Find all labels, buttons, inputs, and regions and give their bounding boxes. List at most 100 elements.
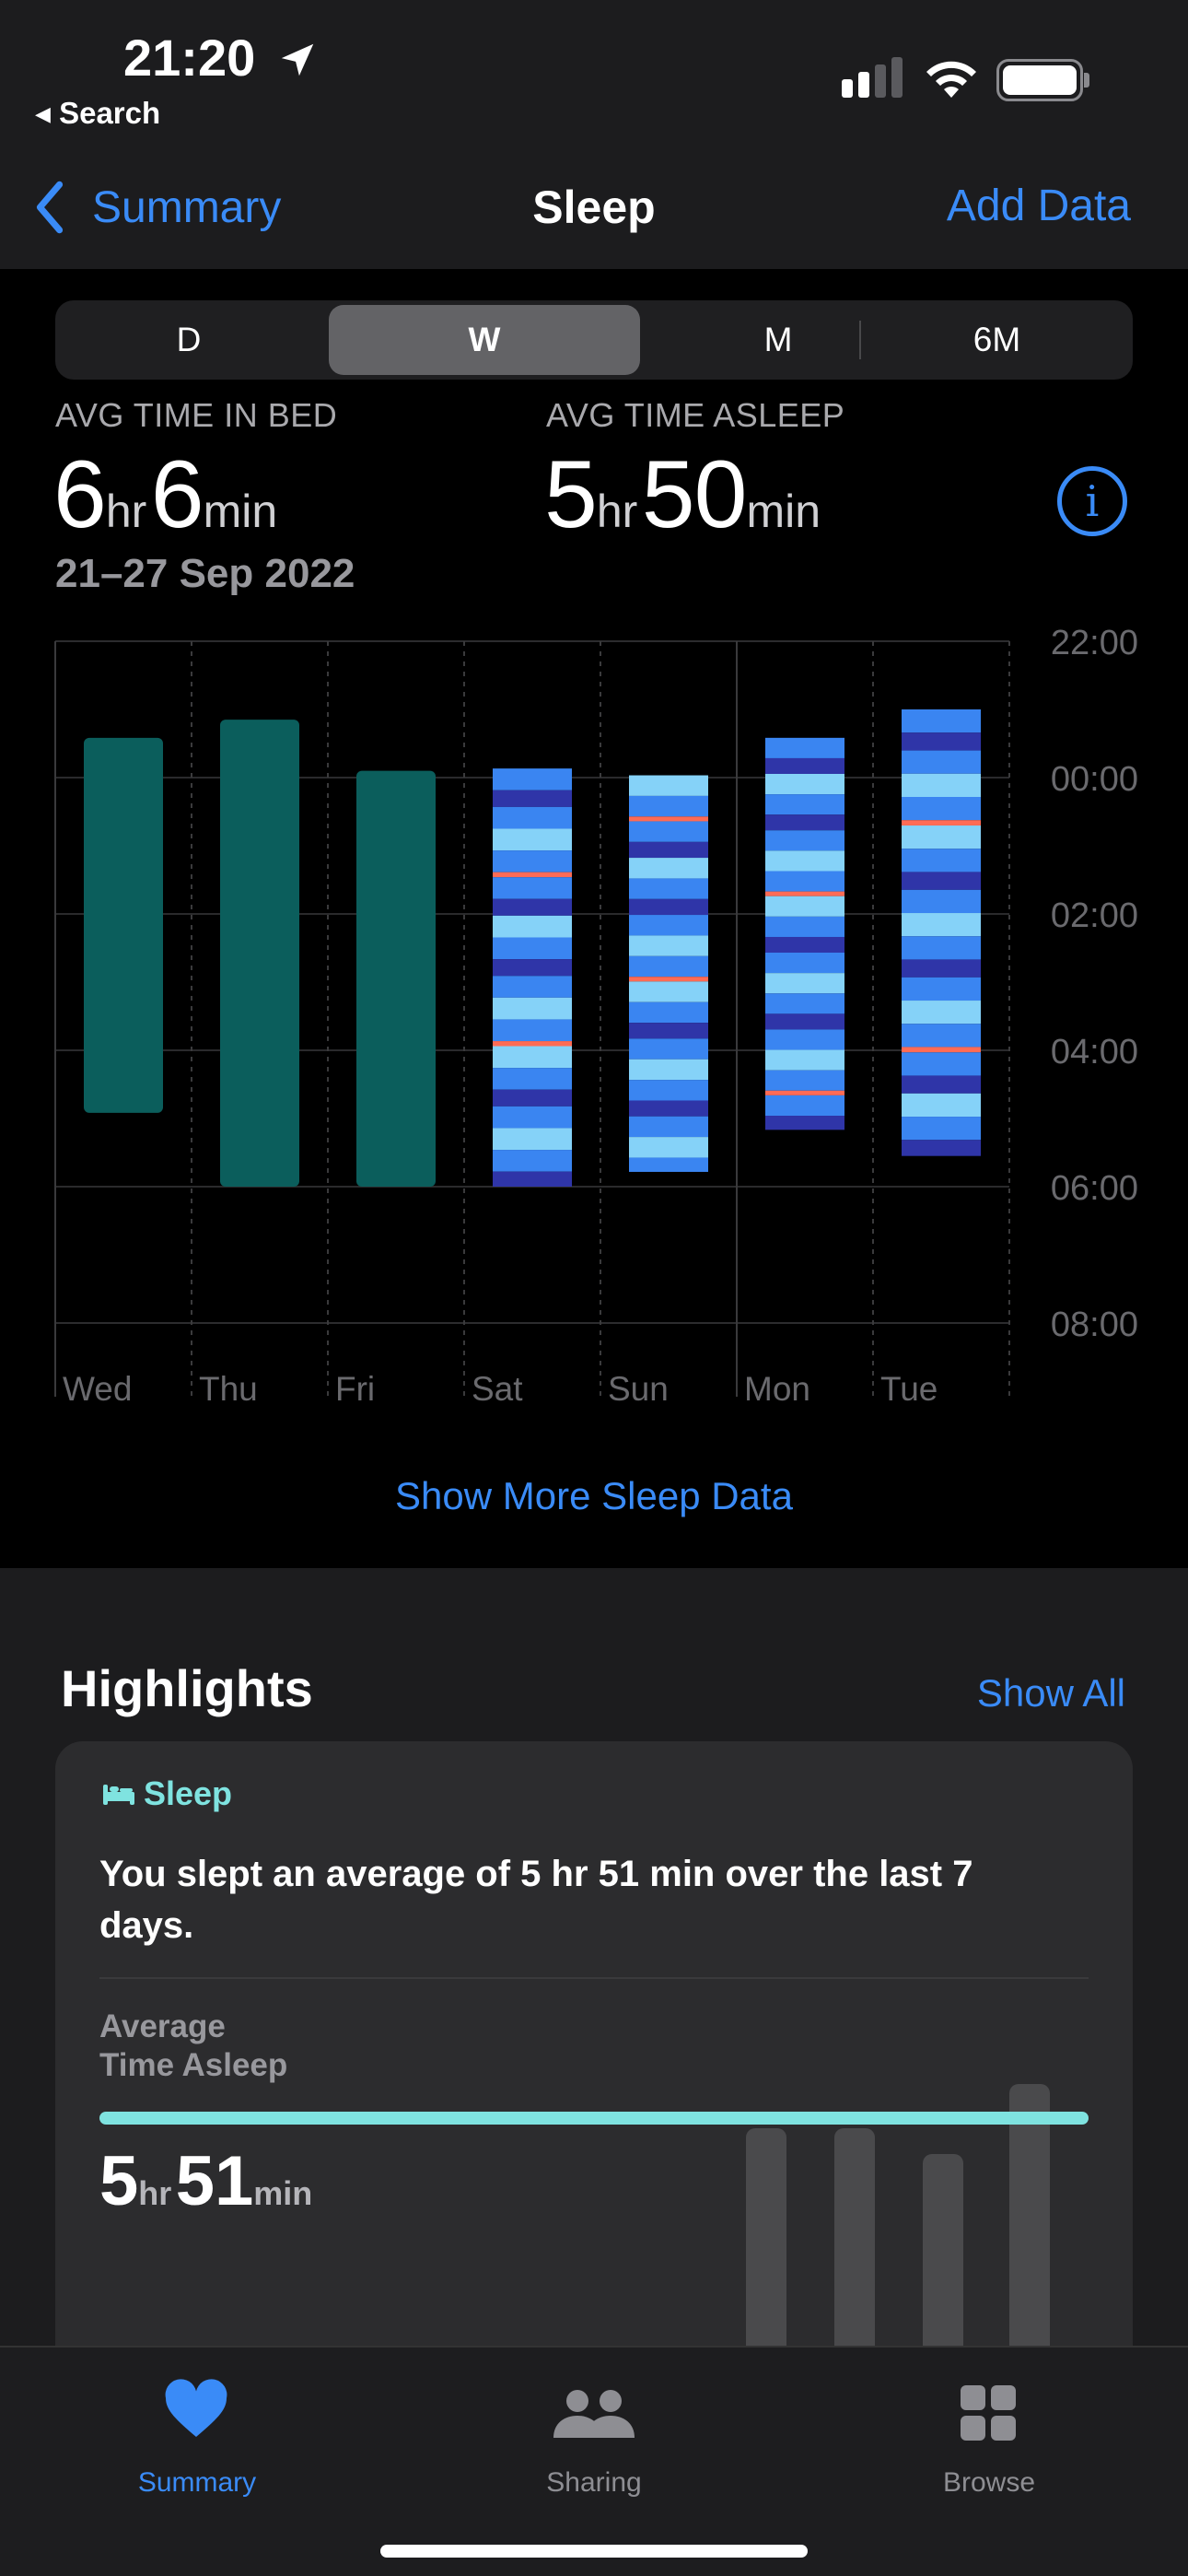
bed-icon bbox=[103, 1785, 134, 1805]
sleep-stage-segment bbox=[902, 1117, 981, 1141]
sleep-stage-segment bbox=[629, 1100, 708, 1117]
sleep-stage-segment bbox=[765, 1049, 844, 1071]
sleep-stage-segment bbox=[493, 872, 572, 878]
y-tick-label: 02:00 bbox=[1051, 896, 1138, 935]
tab-summary[interactable]: Summary bbox=[77, 2366, 317, 2504]
sleep-stage-segment bbox=[902, 797, 981, 821]
page-title: Sleep bbox=[532, 181, 656, 233]
back-to-search[interactable]: ◀ Search bbox=[35, 96, 160, 131]
sleep-stage-segment bbox=[902, 1001, 981, 1025]
x-day-label: Wed bbox=[63, 1370, 132, 1408]
card-metric-label-line1: Average bbox=[99, 2008, 226, 2044]
sleep-stage-segment bbox=[629, 1001, 708, 1024]
sleep-stage-segment bbox=[629, 977, 708, 982]
sleep-stage-segment bbox=[765, 850, 844, 872]
sleep-stage-segment bbox=[493, 915, 572, 938]
avg-time-in-bed-label: AVG TIME IN BED bbox=[55, 396, 338, 434]
sleep-stage-segment bbox=[765, 1116, 844, 1130]
period-segmented-control: D W M 6M bbox=[55, 300, 1133, 380]
sleep-stage-segment bbox=[629, 1080, 708, 1101]
tab-sharing[interactable]: Sharing bbox=[474, 2366, 714, 2504]
segment-month[interactable]: M bbox=[763, 321, 793, 358]
x-day-label: Tue bbox=[880, 1370, 938, 1408]
back-summary-button[interactable]: Summary bbox=[33, 175, 281, 240]
segment-selected-indicator bbox=[329, 305, 640, 375]
sleep-stage-segment bbox=[629, 898, 708, 916]
sleep-stage-segment bbox=[493, 768, 572, 790]
sleep-stage-segment bbox=[902, 709, 981, 733]
card-divider bbox=[99, 1977, 1089, 1979]
sleep-stage-segment bbox=[493, 1068, 572, 1090]
people-icon bbox=[553, 2390, 635, 2438]
sleep-stage-segment bbox=[765, 794, 844, 815]
sleep-stage-segment bbox=[902, 732, 981, 751]
segment-week[interactable]: W bbox=[468, 321, 501, 358]
sleep-stage-segment bbox=[493, 1041, 572, 1047]
sleep-stage-segment bbox=[629, 1137, 708, 1158]
sleep-stage-segment bbox=[902, 820, 981, 826]
sleep-stage-bar bbox=[902, 709, 981, 1156]
back-summary-label: Summary bbox=[92, 182, 282, 232]
sleep-stage-segment bbox=[629, 795, 708, 817]
tab-browse[interactable]: Browse bbox=[869, 2366, 1109, 2504]
sleep-stage-segment bbox=[902, 750, 981, 774]
sleep-chart-section bbox=[0, 269, 1188, 1568]
sleep-stage-segment bbox=[493, 898, 572, 916]
show-all-button[interactable]: Show All bbox=[976, 1671, 1125, 1715]
in-bed-bar bbox=[84, 737, 163, 1113]
sleep-stage-segment bbox=[629, 1059, 708, 1081]
avg-time-asleep-value: 5hr 50min bbox=[544, 441, 821, 548]
sleep-stage-segment bbox=[902, 849, 981, 872]
sleep-stage-segment bbox=[629, 981, 708, 1002]
sleep-stage-segment bbox=[493, 937, 572, 960]
sleep-stage-segment bbox=[629, 935, 708, 956]
sleep-stage-segment bbox=[765, 993, 844, 1014]
top-bar: 21:20 ◀ Search Summary Sleep Add Data bbox=[0, 0, 1188, 269]
back-app-label: Search bbox=[59, 96, 161, 130]
sleep-stage-segment bbox=[765, 896, 844, 917]
in-bed-bar bbox=[356, 770, 436, 1187]
segment-day[interactable]: D bbox=[176, 321, 202, 358]
back-triangle-icon: ◀ bbox=[35, 102, 51, 125]
y-tick-label: 04:00 bbox=[1051, 1033, 1138, 1071]
sleep-stage-segment bbox=[493, 1128, 572, 1151]
sleep-stage-segment bbox=[629, 816, 708, 822]
highlights-title: Highlights bbox=[61, 1659, 313, 1717]
tab-bar: Summary Sharing Browse bbox=[0, 2346, 1188, 2576]
segment-divider bbox=[859, 321, 861, 359]
sleep-stage-segment bbox=[902, 1052, 981, 1076]
sleep-stage-segment bbox=[902, 1024, 981, 1048]
sleep-stage-segment bbox=[629, 915, 708, 936]
status-time: 21:20 bbox=[123, 29, 256, 87]
sleep-stage-segment bbox=[493, 959, 572, 977]
sleep-stage-segment bbox=[629, 841, 708, 859]
sleep-chart: 22:00 00:00 02:00 04:00 06:00 08:00 Wed Thu Fri S… bbox=[54, 626, 1138, 1408]
sleep-stage-segment bbox=[902, 977, 981, 1001]
avg-time-asleep-label: AVG TIME ASLEEP bbox=[546, 396, 845, 434]
sleep-stage-segment bbox=[493, 1046, 572, 1069]
segment-6-months[interactable]: 6M bbox=[973, 321, 1021, 358]
sleep-stage-segment bbox=[493, 997, 572, 1020]
sleep-stage-segment bbox=[629, 775, 708, 796]
sleep-stage-segment bbox=[493, 806, 572, 829]
sleep-stage-segment bbox=[629, 1023, 708, 1039]
card-category: Sleep bbox=[101, 1774, 232, 1813]
sleep-stage-segment bbox=[902, 936, 981, 960]
sleep-stage-segment bbox=[765, 916, 844, 937]
average-line bbox=[99, 2112, 1089, 2125]
sleep-stage-segment bbox=[902, 1047, 981, 1053]
sleep-stage-segment bbox=[902, 1075, 981, 1094]
add-data-button[interactable]: Add Data bbox=[946, 181, 1131, 230]
sleep-stage-segment bbox=[765, 1029, 844, 1050]
show-more-sleep-data-button[interactable]: Show More Sleep Data bbox=[395, 1474, 793, 1517]
sleep-stage-segment bbox=[493, 790, 572, 807]
card-summary-text: You slept an average of 5 hr 51 min over… bbox=[99, 1854, 973, 1946]
info-icon[interactable]: i bbox=[1057, 466, 1127, 536]
cellular-signal-icon bbox=[842, 57, 906, 100]
x-day-label: Fri bbox=[335, 1370, 375, 1408]
card-metric-label-line2: Time Asleep bbox=[99, 2047, 288, 2083]
grid-icon bbox=[961, 2385, 1016, 2441]
sleep-stage-segment bbox=[765, 737, 844, 758]
x-day-label: Mon bbox=[744, 1370, 810, 1408]
wifi-icon bbox=[926, 61, 976, 98]
